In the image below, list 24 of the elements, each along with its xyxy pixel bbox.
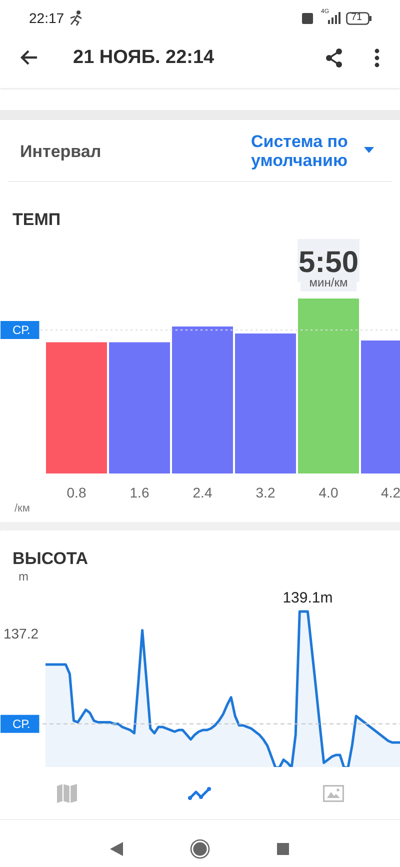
text: 137.2	[3, 626, 39, 642]
bar	[172, 326, 233, 474]
text: 22:17	[29, 10, 64, 26]
ref-line-label: СР.	[12, 716, 30, 731]
text: Интервал	[20, 142, 102, 162]
text: 21 НОЯБ. 22:14	[73, 47, 214, 69]
bar	[235, 334, 296, 474]
y-axis-title: m	[18, 570, 28, 584]
ref-line-label: СР.	[12, 323, 30, 337]
x-tick-label: 4.2	[381, 484, 400, 500]
bar	[109, 342, 170, 474]
annotation: 139.1m	[282, 590, 333, 606]
bar	[46, 342, 107, 474]
chart-title: ТЕМП	[12, 210, 61, 229]
x-tick-label: 4.0	[318, 484, 338, 500]
x-tick-label: 0.8	[66, 484, 86, 500]
text: Система по умолчанию	[251, 132, 349, 170]
x-axis-title: /км	[14, 502, 30, 514]
bar	[298, 298, 359, 474]
x-tick-label: 2.4	[192, 484, 212, 500]
x-tick-label: 1.6	[130, 484, 150, 500]
x-tick-label: 3.2	[256, 484, 276, 500]
text: 71	[351, 12, 362, 24]
chart-title: ВЫСОТА	[12, 549, 88, 568]
